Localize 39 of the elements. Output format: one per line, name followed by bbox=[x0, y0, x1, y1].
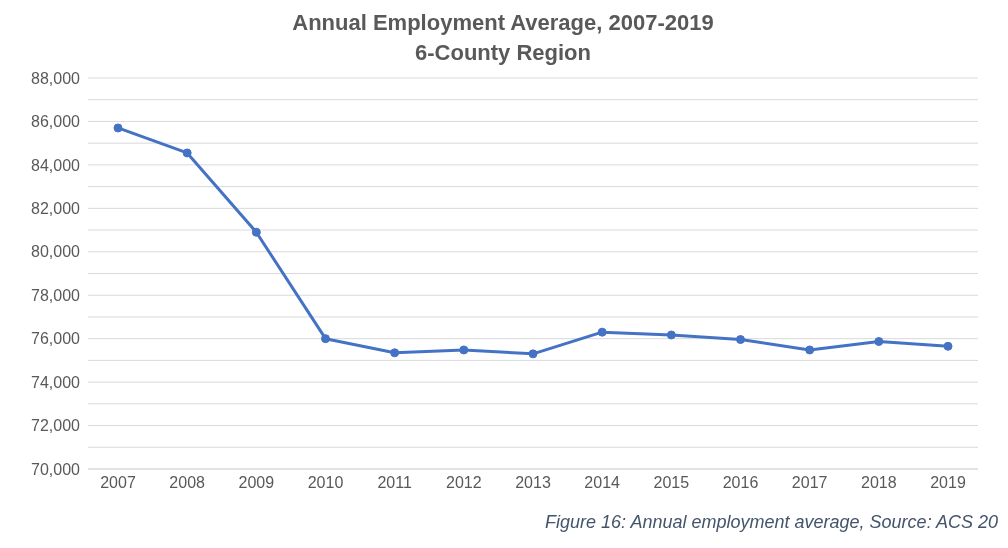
y-tick-label: 84,000 bbox=[31, 156, 81, 174]
chart-title: Annual Employment Average, 2007-2019 bbox=[291, 9, 715, 37]
y-tick-label: 74,000 bbox=[31, 373, 81, 391]
y-tick-label: 70,000 bbox=[31, 460, 81, 478]
y-tick-label: 72,000 bbox=[31, 417, 81, 435]
point bbox=[459, 345, 469, 355]
point bbox=[390, 348, 400, 358]
point bbox=[805, 345, 815, 355]
point bbox=[113, 123, 123, 133]
x-tick-label: 2019 bbox=[930, 474, 966, 492]
chart-subtitle: 6-County Region bbox=[414, 39, 592, 67]
point bbox=[321, 334, 330, 344]
y-tick-label: 76,000 bbox=[31, 330, 81, 348]
y-tick-label: 82,000 bbox=[31, 200, 81, 218]
point bbox=[597, 327, 607, 337]
y-tick-label: 86,000 bbox=[31, 113, 81, 131]
point bbox=[251, 227, 261, 237]
x-tick-label: 2016 bbox=[722, 474, 759, 492]
point bbox=[874, 336, 884, 346]
x-tick-label: 2017 bbox=[791, 474, 828, 492]
point bbox=[666, 330, 676, 340]
point bbox=[528, 349, 538, 359]
point bbox=[182, 148, 192, 158]
x-tick-label: 2011 bbox=[377, 474, 412, 492]
y-tick-label: 88,000 bbox=[31, 69, 81, 87]
x-tick-label: 2007 bbox=[100, 474, 136, 492]
x-tick-label: 2015 bbox=[653, 474, 690, 492]
x-tick-label: 2012 bbox=[446, 474, 482, 492]
x-tick-label: 2008 bbox=[169, 474, 206, 492]
y-tick-label: 80,000 bbox=[31, 243, 81, 261]
x-tick-label: 2009 bbox=[238, 474, 275, 492]
point bbox=[736, 335, 745, 345]
x-tick-label: 2014 bbox=[584, 474, 621, 492]
x-tick-label: 2018 bbox=[861, 474, 897, 492]
y-tick-label: 78,000 bbox=[31, 286, 81, 304]
caption: Figure 16: Annual employment average, Source: ACS 20 bbox=[544, 512, 998, 533]
x-tick-label: 2010 bbox=[307, 474, 344, 492]
point bbox=[943, 341, 953, 351]
x-tick-label: 2013 bbox=[515, 474, 551, 492]
